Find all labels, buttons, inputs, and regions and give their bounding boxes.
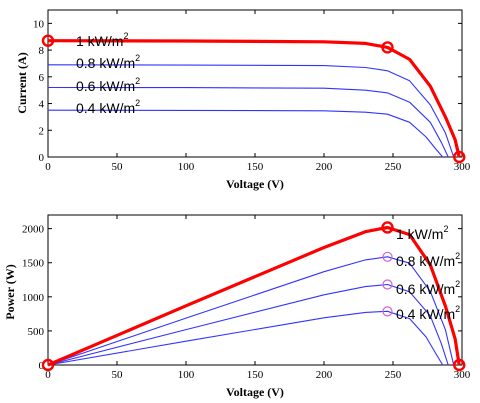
pv-series-marker-3 <box>382 306 393 317</box>
iv-series-marker-0 <box>453 150 466 164</box>
iv-x-tick-label: 100 <box>178 161 195 173</box>
iv-x-axis-label: Voltage (V) <box>226 177 284 191</box>
pv-x-tick-label: 250 <box>385 369 402 381</box>
pv-series-marker-2 <box>382 279 393 290</box>
pv-x-tick-label: 200 <box>316 369 333 381</box>
iv-series-marker-0 <box>381 41 394 54</box>
pv-x-tick-label: 50 <box>112 369 124 381</box>
iv-y-tick-label: 2 <box>39 125 45 137</box>
pv-series-marker-1 <box>382 251 393 262</box>
iv-y-tick-label: 4 <box>39 99 45 111</box>
pv-series-marker-0 <box>381 221 394 234</box>
iv-x-tick-label: 150 <box>247 161 264 173</box>
iv-irradiance-label-1: 0.8 kW/m2 <box>76 53 140 71</box>
iv-series-marker-0 <box>41 34 55 47</box>
iv-y-tick-label: 8 <box>39 45 45 57</box>
iv-series-line-1 <box>47 64 455 158</box>
iv-x-tick-label: 0 <box>45 161 51 173</box>
iv-irradiance-label-3: 0.4 kW/m2 <box>76 98 140 116</box>
pv-y-axis-label: Power (W) <box>3 264 17 319</box>
pv-series-line-2 <box>47 283 449 366</box>
iv-series-line-3 <box>47 109 444 158</box>
iv-series-line-2 <box>47 86 449 158</box>
iv-series-line-0 <box>47 39 461 158</box>
pv-y-tick-label: 2000 <box>22 224 45 236</box>
iv-x-tick-label: 50 <box>112 161 124 173</box>
pv-x-tick-label: 0 <box>45 369 51 381</box>
pv-series-line-0 <box>47 225 461 367</box>
pv-chart: 0 50 100 150 200 250 300 0 500 1000 1500 2000 Voltag… <box>3 214 471 399</box>
iv-y-axis-label: Current (A) <box>15 52 29 113</box>
pv-irradiance-label-1: 0.8 kW/m2 <box>396 251 460 269</box>
pv-series-line-3 <box>47 310 444 366</box>
pv-y-tick-label: 1000 <box>22 292 45 304</box>
iv-y-tick-label: 0 <box>39 152 45 164</box>
pv-y-tick-label: 1500 <box>22 258 45 270</box>
pv-irradiance-label-0: 1 kW/m2 <box>396 224 448 242</box>
iv-x-tick-label: 250 <box>385 161 402 173</box>
pv-x-tick-label: 100 <box>178 369 195 381</box>
pv-irradiance-label-3: 0.4 kW/m2 <box>396 304 460 322</box>
iv-y-tick-label: 10 <box>33 18 45 30</box>
pv-series-marker-0 <box>453 358 466 372</box>
iv-y-tick-label: 6 <box>39 72 45 84</box>
pv-y-tick-label: 500 <box>28 326 45 338</box>
iv-chart: 0 50 100 150 200 250 300 0 2 4 6 8 10 Voltage (V) Curr… <box>15 9 471 191</box>
iv-x-tick-label: 200 <box>316 161 333 173</box>
pv-y-tick-label: 0 <box>39 360 45 372</box>
pv-series-marker-0 <box>41 358 55 372</box>
pv-x-tick-label: 150 <box>247 369 264 381</box>
pv-x-axis-label: Voltage (V) <box>226 385 284 399</box>
pv-irradiance-label-2: 0.6 kW/m2 <box>396 279 460 297</box>
iv-irradiance-label-0: 1 kW/m2 <box>76 31 128 49</box>
pv-series-line-1 <box>47 256 455 366</box>
iv-x-tick-label: 300 <box>454 161 471 173</box>
pv-x-tick-label: 300 <box>454 369 471 381</box>
iv-irradiance-label-2: 0.6 kW/m2 <box>76 76 140 94</box>
